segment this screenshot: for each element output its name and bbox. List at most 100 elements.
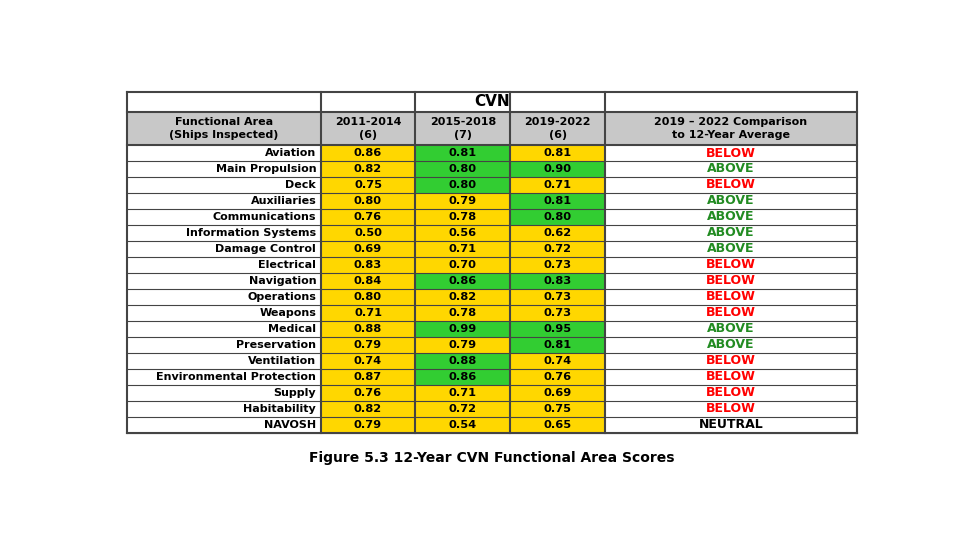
Text: Weapons: Weapons [259, 308, 316, 318]
Text: 0.87: 0.87 [354, 372, 382, 382]
Text: 0.75: 0.75 [543, 404, 571, 414]
Text: 0.69: 0.69 [543, 388, 572, 398]
Bar [128, 305, 321, 321]
Bar [510, 209, 605, 225]
Text: Ventilation: Ventilation [248, 356, 316, 366]
Bar [605, 385, 856, 401]
Bar [416, 401, 510, 417]
Bar [128, 241, 321, 257]
Bar [321, 305, 416, 321]
Bar [416, 369, 510, 385]
Bar [416, 337, 510, 353]
Bar [605, 225, 856, 241]
Text: 0.73: 0.73 [543, 308, 572, 318]
Text: Figure 5.3 12-Year CVN Functional Area Scores: Figure 5.3 12-Year CVN Functional Area S… [309, 451, 675, 465]
Bar [605, 209, 856, 225]
Bar [416, 321, 510, 337]
Bar [128, 161, 321, 177]
Bar [510, 225, 605, 241]
Text: Damage Control: Damage Control [215, 244, 316, 254]
Bar [321, 353, 416, 369]
Text: BELOW: BELOW [706, 291, 756, 303]
Bar [128, 353, 321, 369]
Bar [321, 273, 416, 289]
Bar [510, 177, 605, 193]
Bar [321, 209, 416, 225]
Text: BELOW: BELOW [706, 146, 756, 159]
Text: Auxiliaries: Auxiliaries [251, 196, 316, 206]
Text: Electrical: Electrical [258, 260, 316, 270]
Bar [128, 273, 321, 289]
Bar [128, 401, 321, 417]
Bar [321, 417, 416, 433]
Bar [510, 257, 605, 273]
Bar [321, 385, 416, 401]
Text: Functional Area
(Ships Inspected): Functional Area (Ships Inspected) [169, 117, 278, 139]
Text: 0.79: 0.79 [354, 340, 382, 350]
Bar [605, 177, 856, 193]
Text: 0.79: 0.79 [354, 420, 382, 430]
Text: BELOW: BELOW [706, 274, 756, 287]
Bar [605, 112, 856, 145]
Bar [510, 289, 605, 305]
Bar [416, 177, 510, 193]
Text: 0.80: 0.80 [354, 292, 382, 302]
Bar [510, 145, 605, 161]
Text: 0.82: 0.82 [354, 164, 382, 174]
Text: 0.71: 0.71 [449, 244, 477, 254]
Bar [605, 401, 856, 417]
Text: BELOW: BELOW [706, 259, 756, 272]
Text: Preservation: Preservation [236, 340, 316, 350]
Text: ABOVE: ABOVE [707, 226, 755, 239]
Bar [321, 337, 416, 353]
Text: 0.65: 0.65 [543, 420, 572, 430]
Bar [605, 305, 856, 321]
Text: Aviation: Aviation [265, 148, 316, 158]
Text: 0.71: 0.71 [354, 308, 382, 318]
Text: 2011-2014
(6): 2011-2014 (6) [335, 117, 401, 139]
Bar [510, 273, 605, 289]
Bar [128, 369, 321, 385]
Bar [321, 145, 416, 161]
Bar [605, 353, 856, 369]
Bar [416, 273, 510, 289]
Bar [605, 289, 856, 305]
Text: 0.79: 0.79 [448, 196, 477, 206]
Text: NAVOSH: NAVOSH [264, 420, 316, 430]
Bar [510, 161, 605, 177]
Bar [128, 321, 321, 337]
Bar [128, 193, 321, 209]
Text: BELOW: BELOW [706, 370, 756, 383]
Bar [128, 92, 856, 433]
Bar [416, 145, 510, 161]
Text: 0.71: 0.71 [543, 180, 571, 190]
Bar [416, 257, 510, 273]
Bar [605, 417, 856, 433]
Text: 0.72: 0.72 [543, 244, 571, 254]
Text: 0.84: 0.84 [354, 276, 382, 286]
Text: BELOW: BELOW [706, 386, 756, 399]
Bar [510, 385, 605, 401]
Text: BELOW: BELOW [706, 306, 756, 319]
Bar [321, 401, 416, 417]
Bar [605, 241, 856, 257]
Bar [128, 337, 321, 353]
Bar [321, 289, 416, 305]
Text: BELOW: BELOW [706, 179, 756, 192]
Text: 0.69: 0.69 [354, 244, 382, 254]
Bar [321, 225, 416, 241]
Bar [321, 177, 416, 193]
Text: 0.80: 0.80 [448, 180, 477, 190]
Text: 2019 – 2022 Comparison
to 12-Year Average: 2019 – 2022 Comparison to 12-Year Averag… [654, 117, 807, 139]
Text: 0.81: 0.81 [543, 148, 572, 158]
Text: 0.82: 0.82 [448, 292, 477, 302]
Bar [416, 241, 510, 257]
Text: 0.90: 0.90 [543, 164, 572, 174]
Text: Habitability: Habitability [244, 404, 316, 414]
Bar [321, 241, 416, 257]
Bar [416, 112, 510, 145]
Bar [605, 369, 856, 385]
Bar [416, 289, 510, 305]
Bar [510, 337, 605, 353]
Text: 0.80: 0.80 [448, 164, 477, 174]
